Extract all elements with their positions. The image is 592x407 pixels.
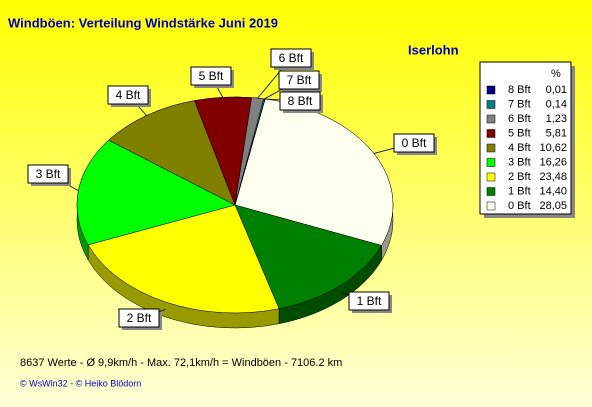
- legend-label: 8 Bft: [508, 84, 531, 96]
- legend-label: 7 Bft: [508, 98, 531, 110]
- legend-swatch: [486, 172, 496, 182]
- label-box: [270, 48, 312, 68]
- legend-value: 28,05: [539, 200, 567, 212]
- label-box: [190, 66, 232, 86]
- label-box: [118, 308, 160, 328]
- legend-label: 1 Bft: [508, 185, 531, 197]
- legend-swatch: [486, 201, 496, 211]
- legend-value: 0,14: [546, 98, 567, 110]
- legend-label: 3 Bft: [508, 156, 531, 168]
- legend-label: 5 Bft: [508, 127, 531, 139]
- slice-label: 2 Bft: [127, 311, 152, 325]
- legend-label: 4 Bft: [508, 142, 531, 154]
- footer: 8637 Werte - Ø 9,9km/h - Max. 72,1km/h =…: [20, 357, 342, 369]
- slice: [108, 100, 236, 206]
- legend-value: 14,40: [539, 185, 567, 197]
- legend-swatch: [486, 187, 496, 196]
- legend-label: 0 Bft: [508, 200, 531, 212]
- label-box: [27, 164, 69, 184]
- legend-header: %: [551, 68, 561, 80]
- slice-label: 1 Bft: [357, 294, 382, 308]
- legend-swatch: [486, 143, 496, 153]
- legend-label: 2 Bft: [508, 171, 531, 183]
- legend-swatch: [486, 100, 496, 109]
- slice-label: 3 Bft: [36, 167, 61, 181]
- slice-label: 8 Bft: [288, 94, 313, 108]
- legend-value: 16,26: [539, 156, 567, 168]
- label-box: [278, 70, 320, 90]
- legend-swatch: [486, 85, 496, 95]
- legend-value: 0,01: [546, 84, 567, 96]
- slice-label: 5 Bft: [199, 69, 224, 83]
- label-box: [107, 85, 149, 105]
- label-box: [279, 91, 321, 111]
- slice-label: 6 Bft: [279, 51, 304, 65]
- legend-value: 23,48: [539, 171, 567, 183]
- legend-swatch: [486, 158, 496, 167]
- chart-subtitle: Iserlohn: [408, 42, 459, 57]
- slice: [234, 204, 382, 310]
- legend-value: 5,81: [546, 127, 567, 139]
- credit: © WsWin32 - © Heiko Blödorn: [20, 378, 141, 388]
- legend-label: 6 Bft: [508, 113, 531, 125]
- label-box: [348, 291, 390, 311]
- legend-value: 1,23: [546, 113, 567, 125]
- slice: [76, 139, 236, 246]
- chart-title: Windböen: Verteilung Windstärke Juni 201…: [8, 15, 278, 30]
- slice-label: 7 Bft: [287, 73, 312, 87]
- legend-swatch: [486, 129, 496, 138]
- slice-label: 0 Bft: [402, 136, 427, 150]
- label-box: [393, 133, 435, 153]
- legend-value: 10,62: [539, 142, 567, 154]
- slice-label: 4 Bft: [116, 88, 141, 102]
- legend-swatch: [486, 114, 496, 124]
